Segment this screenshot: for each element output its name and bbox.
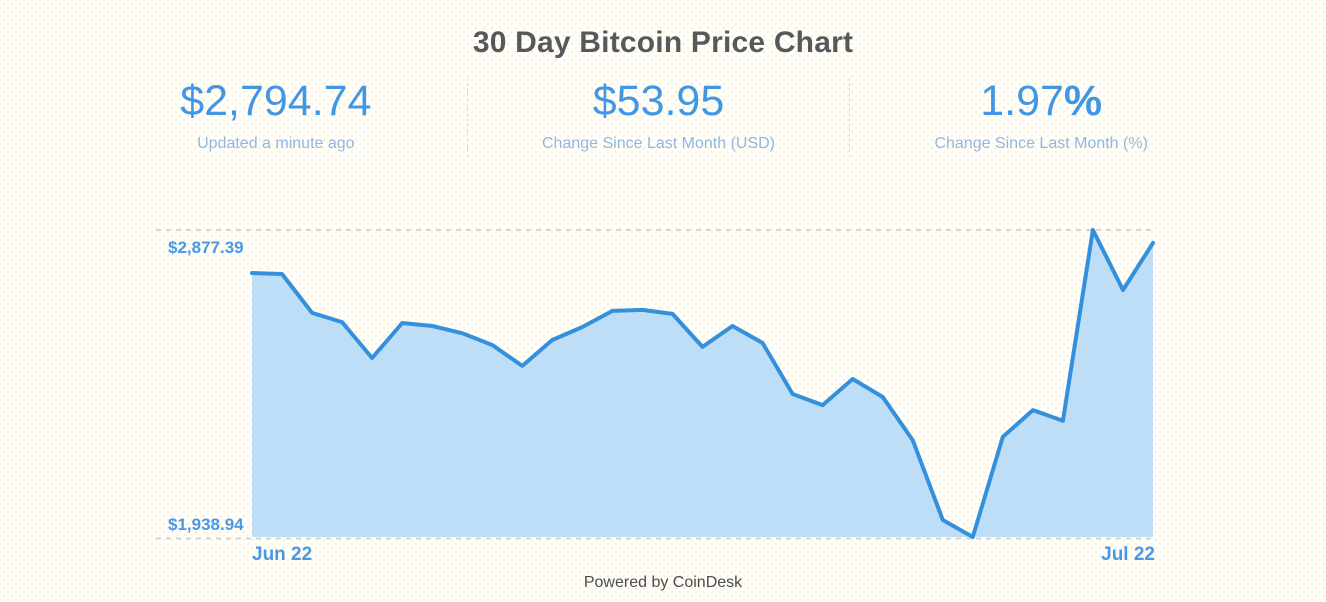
percent-sign: % bbox=[1063, 77, 1103, 125]
change-percent-number: 1.97 bbox=[980, 77, 1064, 125]
x-axis-start-label: Jun 22 bbox=[252, 544, 313, 565]
stats-row: $2,794.74 Updated a minute ago $53.95 Ch… bbox=[85, 78, 1232, 157]
stat-change-percent: 1.97% Change Since Last Month (%) bbox=[849, 78, 1232, 157]
change-percent-label: Change Since Last Month (%) bbox=[934, 135, 1148, 152]
price-line bbox=[250, 228, 1155, 539]
y-axis-min-label: $1,938.94 bbox=[168, 515, 244, 534]
page-title: 30 Day Bitcoin Price Chart bbox=[472, 26, 854, 59]
stat-change-usd: $53.95 Change Since Last Month (USD) bbox=[466, 77, 850, 157]
stat-current-price: $2,794.74 Updated a minute ago bbox=[85, 78, 467, 157]
current-price-value: $2,794.74 bbox=[180, 77, 372, 125]
y-axis-max-label: $2,877.39 bbox=[168, 238, 244, 257]
price-area bbox=[252, 230, 1153, 537]
powered-by-coindesk-link[interactable]: Powered by CoinDesk bbox=[583, 574, 743, 591]
change-usd-label: Change Since Last Month (USD) bbox=[542, 135, 775, 152]
x-axis-end-label: Jul 22 bbox=[1101, 544, 1155, 565]
change-usd-value: $53.95 bbox=[592, 77, 725, 125]
change-percent-value: 1.97% bbox=[850, 80, 1232, 123]
current-price-label: Updated a minute ago bbox=[197, 135, 355, 152]
